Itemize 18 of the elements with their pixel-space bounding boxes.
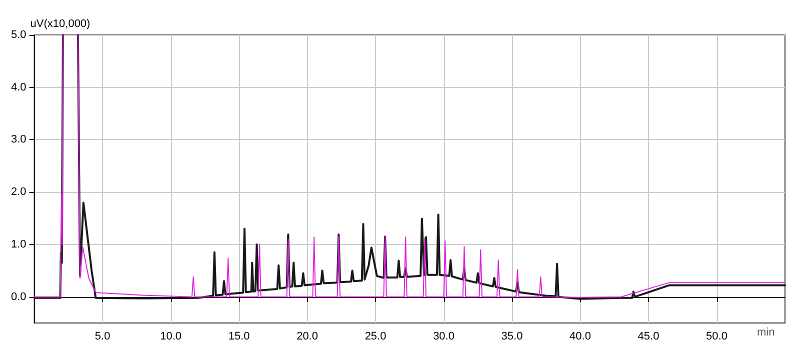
- y-tick-label: 4.0: [10, 81, 26, 94]
- x-tick-label: 35.0: [501, 330, 523, 342]
- x-axis-title: min: [757, 326, 775, 338]
- x-tick-label: 20.0: [296, 330, 318, 342]
- x-tick-label: 45.0: [638, 330, 660, 342]
- y-tick-label: 2.0: [10, 186, 26, 198]
- x-tick-label: 10.0: [160, 330, 182, 342]
- y-tick-label: 0.0: [10, 290, 26, 303]
- x-tick-label: 5.0: [94, 330, 110, 342]
- x-tick-label: 25.0: [364, 330, 386, 342]
- x-tick-label: 50.0: [706, 330, 728, 342]
- y-tick-label: 5.0: [10, 29, 26, 41]
- y-tick-label: 1.0: [10, 238, 26, 250]
- x-tick-label: 15.0: [228, 330, 250, 342]
- x-tick-label: 40.0: [570, 330, 591, 342]
- y-axis-title: uV(x10,000): [30, 18, 90, 30]
- x-tick-label: 30.0: [433, 330, 454, 342]
- y-tick-label: 3.0: [10, 134, 26, 146]
